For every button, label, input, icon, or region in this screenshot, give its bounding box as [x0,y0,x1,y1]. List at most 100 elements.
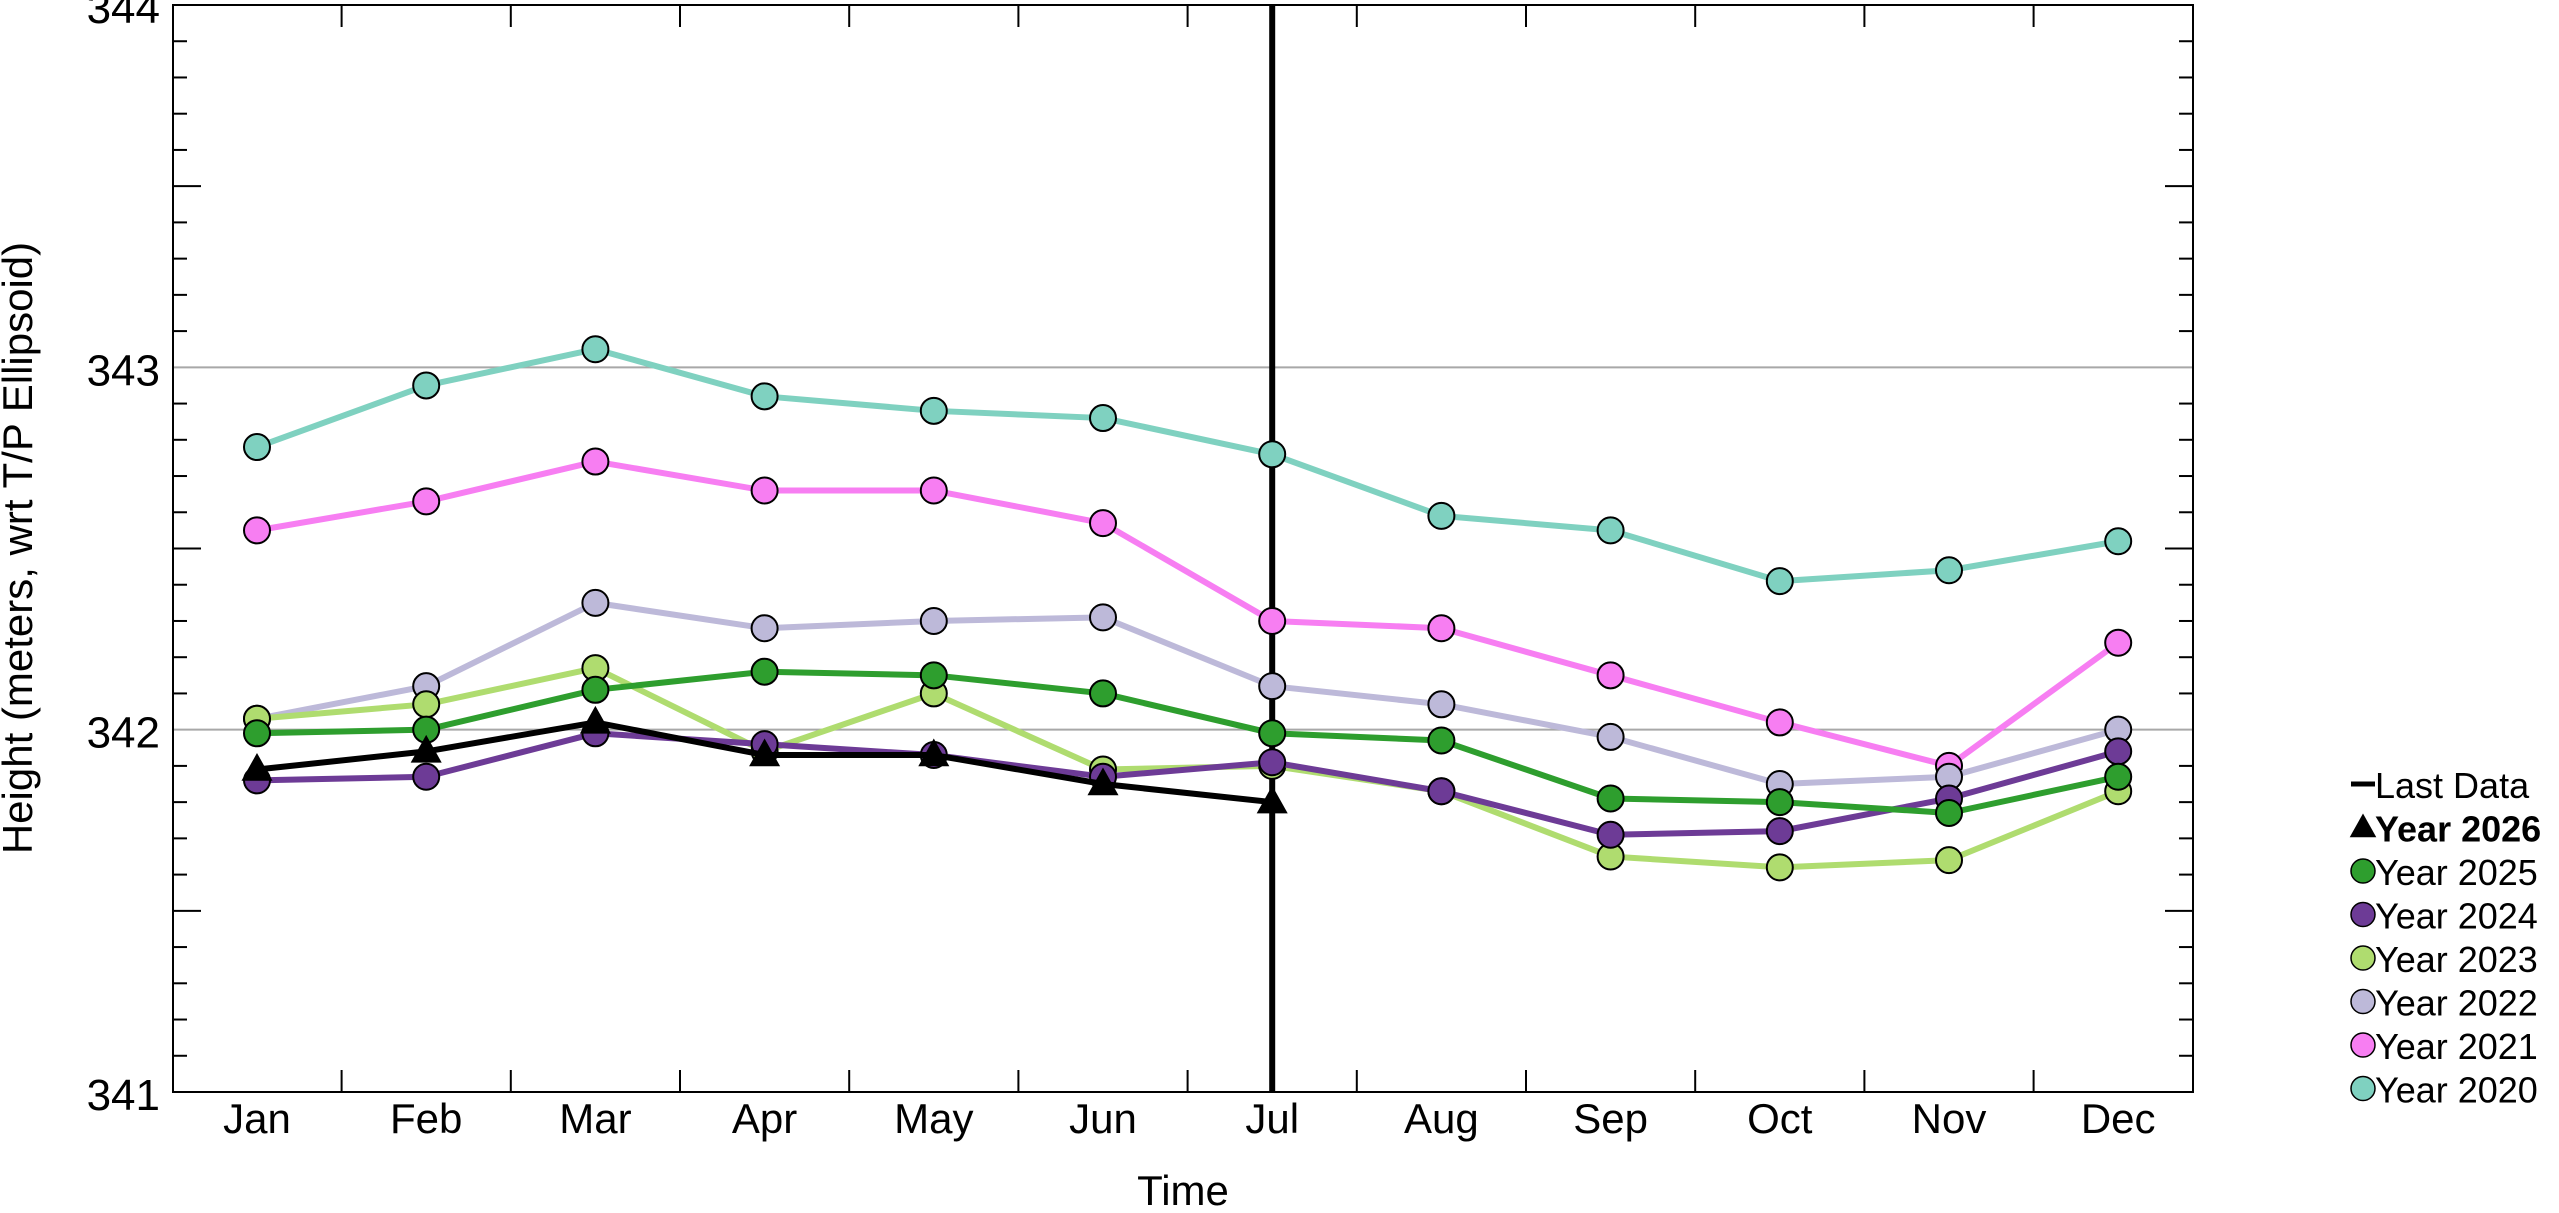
data-point [2104,762,2133,791]
x-tick-label: Feb [390,1095,462,1142]
data-point [750,614,779,643]
x-axis-title: Time [1137,1167,1229,1213]
x-tick-label: Mar [559,1095,631,1142]
data-point [581,675,610,704]
legend-swatch [2350,901,2376,928]
legend-swatch [2350,1032,2376,1058]
data-point [1258,719,1287,748]
x-tick-label: May [894,1095,973,1142]
data-point [1596,661,1625,690]
series-line [256,458,2120,769]
data-point [1596,820,1625,849]
data-point [1089,603,1117,632]
data-point [2104,737,2133,766]
data-point [1427,501,1456,530]
legend-swatch [2349,813,2377,838]
series-line [256,668,2119,817]
legend-label: Year 2025 [2375,852,2538,893]
data-point [243,516,271,545]
y-axis-title: Height (meters, wrt T/P Ellipsoid) [0,242,41,854]
data-point [1427,690,1456,719]
data-point [919,476,948,505]
data-point [2104,628,2133,657]
data-point [412,371,441,400]
series [243,447,2133,780]
x-tick-label: Jan [223,1095,291,1142]
data-point [1256,785,1288,814]
data-point [1089,404,1117,433]
x-tick-label: Jun [1069,1095,1137,1142]
data-point [750,657,779,686]
data-point [1596,516,1625,545]
legend-swatch [2350,858,2376,884]
data-point [1258,606,1287,635]
y-tick-label: 343 [87,346,160,395]
data-point [1765,817,1794,846]
legend-label: Year 2024 [2375,896,2538,937]
data-point [919,606,948,635]
data-point [1089,679,1117,708]
data-point [1596,722,1625,751]
data-point [919,661,948,690]
data-point [1427,614,1456,643]
data-point [410,734,442,763]
series [243,657,2133,828]
series-line [256,730,2120,838]
data-point [1935,556,1963,585]
data-point [412,762,441,791]
x-tick-label: Dec [2081,1095,2156,1142]
x-tick-label: Jul [1245,1095,1299,1142]
data-point [1935,799,1963,828]
series [243,335,2133,596]
legend-swatch [2350,945,2376,971]
x-tick-label: Sep [1573,1095,1648,1142]
x-tick-label: Aug [1404,1095,1479,1142]
x-tick-label: Apr [732,1095,797,1142]
data-point [749,738,781,767]
data-point [241,752,273,781]
y-tick-label: 344 [87,0,160,33]
data-point [1258,440,1287,469]
x-tick-labels: Jan Feb Mar Apr May Jun Jul Aug Sep Oct Nov Dec [223,1095,2155,1142]
data-point [1765,853,1794,882]
data-point [412,690,441,719]
data-point [243,719,271,748]
data-point [581,447,610,476]
data-point [581,335,610,364]
x-tick-label: Nov [1912,1095,1987,1142]
data-point [412,487,441,516]
legend-label: Year 2020 [2375,1070,2538,1111]
data-point [1765,567,1794,596]
data-point [1427,777,1456,806]
data-point [1427,726,1456,755]
plot-frame [172,4,2194,1093]
tick-layer [173,5,2193,1092]
legend-label: Year 2026 [2375,809,2541,850]
legend-swatch [2350,988,2376,1015]
y-tick-label: 342 [87,709,160,758]
data-point [1258,748,1287,777]
data-point [1258,672,1287,701]
data-point [1765,708,1794,737]
data-point [1089,509,1117,538]
data-point [2104,527,2133,556]
legend-label: Year 2021 [2375,1026,2538,1067]
series [241,705,1288,814]
legend-label: Year 2023 [2375,939,2538,980]
series-line [255,346,2119,585]
data-point [581,588,610,617]
data-point [243,433,271,462]
data-point [750,476,779,505]
series-layer [241,335,2133,882]
x-tick-label: Oct [1747,1095,1813,1142]
grid-layer [173,366,2193,731]
data-point [579,705,611,734]
y-tick-label: 341 [87,1071,160,1120]
data-point [1596,784,1625,813]
data-point [918,738,950,767]
data-point [1935,846,1963,875]
series-line [256,599,2120,788]
data-point [1765,788,1794,817]
